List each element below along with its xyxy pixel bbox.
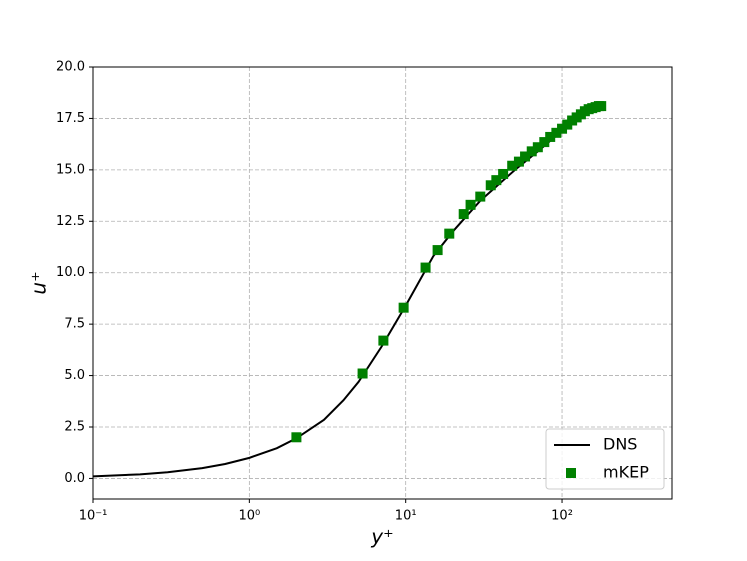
legend-label: mKEP [603,463,649,482]
x-axis-label: y⁺ [370,525,393,549]
data-point [485,180,496,191]
data-point [507,160,518,171]
data-point [444,228,455,239]
data-point [432,245,443,256]
data-point [551,127,562,138]
y-tick-label: 2.5 [64,420,85,435]
data-point [458,209,469,220]
data-point [596,101,607,112]
legend-label: DNS [603,435,637,454]
data-point [420,262,431,273]
data-point [465,199,476,210]
y-tick-label: 0.0 [64,471,85,486]
data-point [378,335,389,346]
data-point [475,191,486,202]
x-tick-label: 10⁰ [238,509,260,524]
data-point [491,175,502,186]
data-point [545,131,556,142]
y-axis-label: u⁺ [27,271,51,294]
y-tick-label: 12.5 [56,214,85,229]
legend-swatch [566,468,576,478]
data-point [539,137,550,148]
data-point [557,123,568,134]
x-tick-label: 10⁻¹ [79,509,108,524]
data-point [291,432,302,443]
data-point [532,142,543,153]
y-tick-label: 17.5 [56,111,85,126]
y-tick-label: 15.0 [56,162,85,177]
data-point [357,368,368,379]
y-tick-label: 20.0 [56,60,85,75]
y-tick-label: 7.5 [64,317,85,332]
x-tick-label: 10² [551,509,573,524]
y-tick-label: 10.0 [56,265,85,280]
data-point [520,151,531,162]
data-point [526,146,537,157]
plot-frame [92,66,673,500]
data-point [398,302,409,313]
y-tick-label: 5.0 [64,368,85,383]
data-point [513,156,524,167]
data-point [498,168,509,179]
data-line [92,103,603,478]
x-tick-label: 10¹ [395,509,417,524]
